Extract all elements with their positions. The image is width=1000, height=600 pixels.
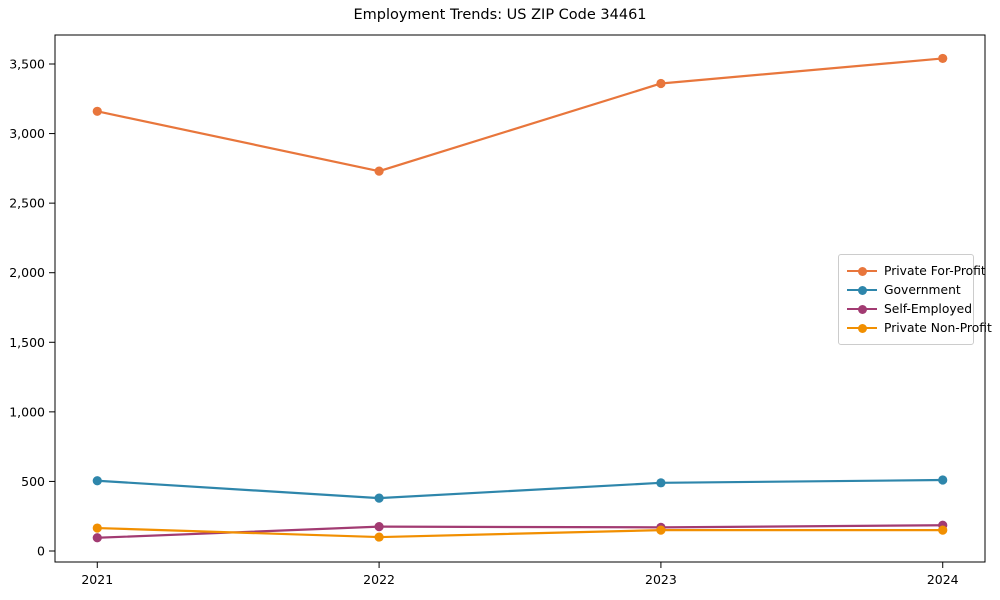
data-point-marker <box>92 533 102 543</box>
data-point-marker <box>938 53 948 64</box>
legend-swatch-icon <box>847 265 877 277</box>
data-point-marker <box>374 522 384 532</box>
y-axis-tick-label: 2,000 <box>9 265 45 280</box>
legend-box: Private For-Profit Government Self-Employe… <box>838 254 992 345</box>
y-axis-tick-label: 2,500 <box>9 196 45 211</box>
legend-label: Self-Employed <box>884 302 973 316</box>
series-line-private-non-profit <box>97 526 943 539</box>
legend-swatch-icon <box>847 303 877 315</box>
chart-title: Employment Trends: US ZIP Code 34461 <box>353 7 647 23</box>
data-point-marker <box>656 478 666 488</box>
y-axis-tick-label: 1,500 <box>9 335 45 350</box>
data-point-marker <box>92 106 102 116</box>
legend-item: Self-Employed <box>847 300 972 318</box>
data-point-marker <box>938 525 948 535</box>
y-axis-tick-label: 3,500 <box>9 57 45 72</box>
data-point-marker <box>92 476 102 486</box>
y-axis-tick-label: 3,000 <box>9 126 45 141</box>
data-point-marker <box>656 78 666 89</box>
data-point-marker <box>656 525 666 535</box>
series-line-private-for-profit <box>97 57 943 173</box>
y-axis-tick-label: 500 <box>21 474 45 489</box>
y-axis-tick-label: 1,000 <box>9 404 45 419</box>
legend-item: Private For-Profit <box>847 262 986 280</box>
y-axis-tick-label: 0 <box>37 544 45 559</box>
legend-swatch-icon <box>847 322 877 334</box>
series-line-government <box>97 478 943 500</box>
data-point-marker <box>374 532 384 542</box>
plot-frame <box>54 34 986 563</box>
data-point-marker <box>374 166 384 176</box>
data-point-marker <box>374 493 384 503</box>
legend-swatch-icon <box>847 284 877 296</box>
x-axis-tick-label: 2022 <box>363 572 395 587</box>
x-axis-tick-label: 2023 <box>645 572 677 587</box>
legend-label: Private Non-Profit <box>884 321 992 335</box>
legend-label: Private For-Profit <box>884 264 986 278</box>
x-axis-tick-label: 2021 <box>81 572 113 587</box>
legend-label: Government <box>884 283 961 297</box>
legend-item: Government <box>847 281 965 299</box>
data-point-marker <box>938 475 948 485</box>
legend-item: Private Non-Profit <box>847 319 992 337</box>
data-point-marker <box>92 523 102 533</box>
x-axis-tick-label: 2024 <box>927 572 959 587</box>
